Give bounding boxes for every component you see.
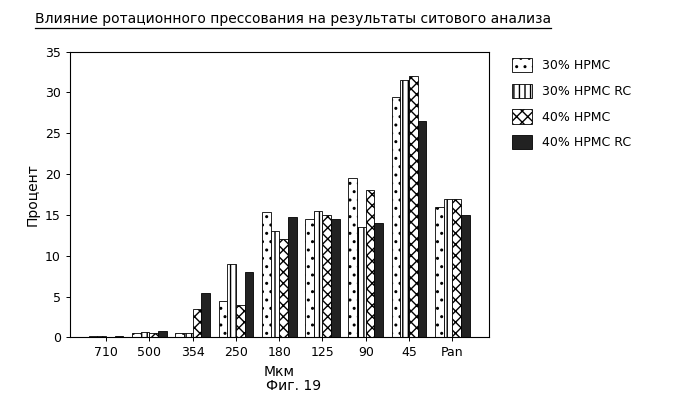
- Bar: [201, 293, 210, 337]
- Bar: [158, 331, 167, 337]
- X-axis label: Мкм: Мкм: [264, 365, 295, 379]
- Bar: [392, 96, 401, 337]
- Bar: [132, 333, 141, 337]
- Bar: [305, 219, 314, 337]
- Bar: [435, 207, 444, 337]
- Bar: [314, 211, 322, 337]
- Bar: [89, 336, 98, 337]
- Text: Влияние ротационного прессования на результаты ситового анализа: Влияние ротационного прессования на резу…: [35, 12, 551, 26]
- Y-axis label: Процент: Процент: [25, 163, 39, 226]
- Bar: [98, 336, 106, 337]
- Bar: [193, 309, 201, 337]
- Bar: [409, 76, 417, 337]
- Bar: [357, 227, 366, 337]
- Bar: [228, 264, 236, 337]
- Bar: [218, 301, 228, 337]
- Bar: [331, 219, 340, 337]
- Bar: [262, 212, 271, 337]
- Bar: [141, 332, 149, 337]
- Bar: [461, 215, 470, 337]
- Bar: [175, 333, 184, 337]
- Bar: [452, 198, 461, 337]
- Bar: [271, 231, 279, 337]
- Bar: [149, 333, 158, 337]
- Bar: [366, 191, 374, 337]
- Bar: [374, 223, 383, 337]
- Bar: [288, 218, 297, 337]
- Bar: [444, 198, 452, 337]
- Bar: [417, 121, 426, 337]
- Bar: [348, 178, 357, 337]
- Bar: [114, 336, 124, 337]
- Bar: [322, 215, 331, 337]
- Bar: [279, 239, 288, 337]
- Bar: [236, 305, 244, 337]
- Bar: [401, 80, 409, 337]
- Bar: [244, 272, 253, 337]
- Text: Фиг. 19: Фиг. 19: [266, 379, 320, 393]
- Bar: [184, 333, 193, 337]
- Legend: 30% HPMC, 30% HPMC RC, 40% HPMC, 40% HPMC RC: 30% HPMC, 30% HPMC RC, 40% HPMC, 40% HPM…: [512, 58, 631, 149]
